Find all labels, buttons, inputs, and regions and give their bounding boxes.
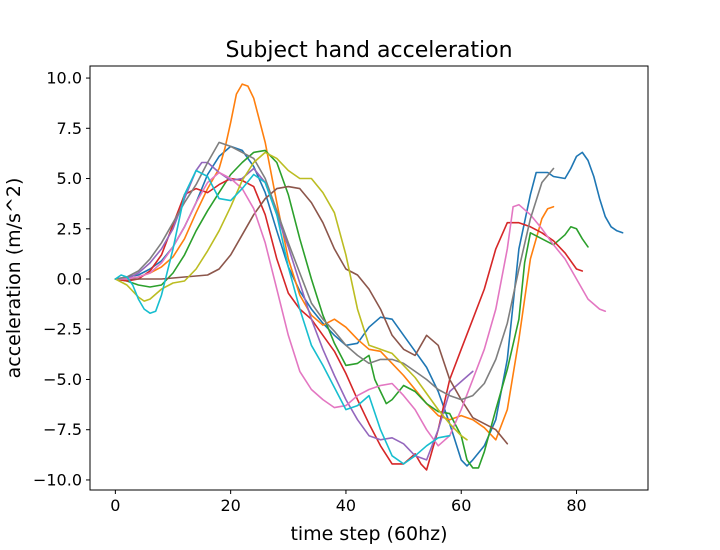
- x-tick-label: 20: [220, 496, 240, 515]
- series-line-5: [114, 161, 474, 461]
- y-tick-label: −7.5: [43, 420, 82, 439]
- y-tick-label: 5.0: [57, 169, 82, 188]
- series-line-1: [114, 145, 624, 467]
- series-line-3: [114, 149, 589, 469]
- series-line-6: [114, 185, 509, 445]
- y-tick-label: −10.0: [33, 470, 82, 489]
- x-axis-label: time step (60hz): [290, 523, 447, 545]
- chart-title: Subject hand acceleration: [225, 38, 512, 63]
- x-tick-label: 40: [336, 496, 356, 515]
- plot-lines: [114, 83, 624, 471]
- y-tick-label: 0.0: [57, 270, 82, 289]
- series-line-8: [114, 141, 555, 401]
- x-tick-label: 0: [110, 496, 120, 515]
- series-line-9: [114, 151, 468, 441]
- y-tick-label: −5.0: [43, 370, 82, 389]
- y-tick-label: 2.5: [57, 219, 82, 238]
- x-tick-label: 80: [566, 496, 586, 515]
- plot-frame: [89, 65, 649, 491]
- y-axis-label: acceleration (m/s^2): [3, 178, 25, 379]
- series-line-10: [114, 169, 451, 465]
- y-tick-label: −2.5: [43, 320, 82, 339]
- series-line-4: [114, 177, 584, 471]
- y-tick-label: 10.0: [46, 69, 82, 88]
- y-tick-label: 7.5: [57, 119, 82, 138]
- y-axis: −10.0 −7.5 −5.0 −2.5 0.0 2.5 5.0 7.5 10.0: [33, 69, 90, 489]
- series-line-2: [114, 83, 555, 441]
- x-axis: 0 20 40 60 80: [110, 490, 587, 515]
- x-tick-label: 60: [451, 496, 471, 515]
- series-line-7: [114, 171, 607, 447]
